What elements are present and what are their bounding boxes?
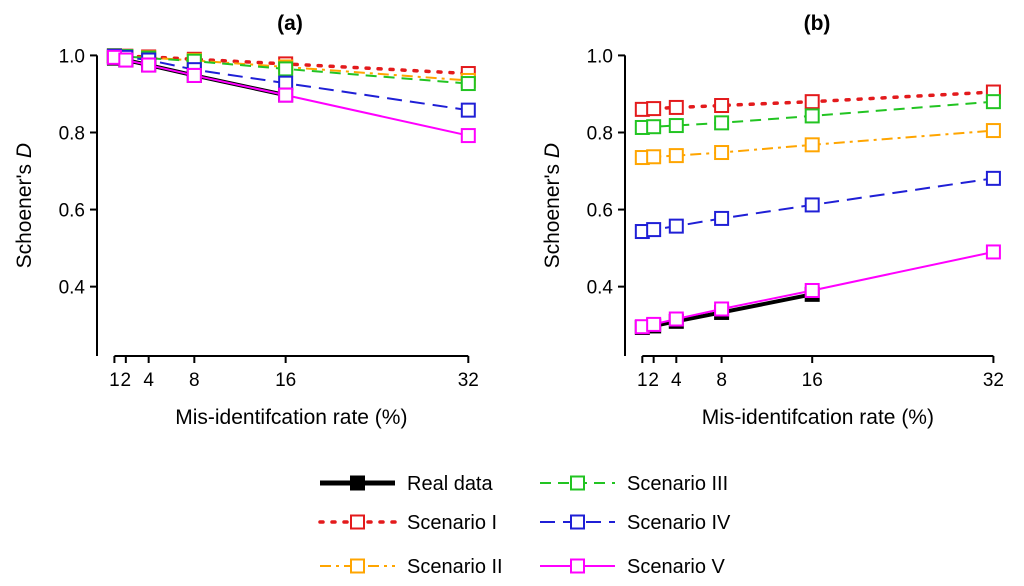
- x-tick-label: 4: [143, 370, 154, 391]
- data-point-scenario-v: [460, 128, 476, 144]
- legend-marker-real-data: [350, 475, 365, 491]
- data-point-scenario-iii: [460, 76, 476, 92]
- y-tick-label: 1.0: [587, 46, 613, 67]
- data-point-scenario-iii: [668, 118, 684, 134]
- x-tick-label: 8: [716, 370, 727, 391]
- data-point-scenario-iv: [646, 222, 662, 238]
- panel-b-chart: (b) 0.4 0.6 0.8 1.0 1 2 4 8 16 32 Mis-identifcation…: [541, 12, 1004, 429]
- x-tick-label: 16: [802, 370, 823, 391]
- data-point-scenario-i: [804, 94, 820, 110]
- legend-marker-scenario-iii: [570, 475, 585, 491]
- data-point-scenario-ii: [804, 137, 820, 153]
- x-tick-label: 2: [648, 370, 659, 391]
- data-point-scenario-iii: [804, 108, 820, 124]
- data-point-scenario-i: [714, 98, 730, 114]
- data-point-scenario-i: [668, 99, 684, 115]
- data-point-scenario-iv: [804, 197, 820, 213]
- data-point-scenario-v: [186, 67, 202, 83]
- legend-marker-scenario-ii: [350, 558, 365, 574]
- x-tick-label: 2: [121, 370, 132, 391]
- data-point-scenario-iii: [646, 119, 662, 135]
- data-point-scenario-iii: [985, 94, 1001, 110]
- data-point-scenario-iii: [278, 61, 294, 77]
- y-tick-label: 1.0: [59, 46, 85, 67]
- data-point-scenario-v: [141, 57, 157, 73]
- data-point-scenario-v: [118, 52, 134, 68]
- x-tick-label: 1: [637, 370, 648, 391]
- x-axis-label: Mis-identifcation rate (%): [702, 406, 934, 429]
- data-point-scenario-v: [668, 311, 684, 327]
- y-axis-label: Schoener's D: [13, 143, 36, 268]
- y-axis-label: Schoener's D: [541, 143, 564, 268]
- panel-a-chart: (a) 0.4 0.6 0.8 1.0 1 2 4 8 16 32 Mis-identifcation…: [13, 12, 479, 429]
- data-point-scenario-ii: [646, 149, 662, 165]
- y-tick-label: 0.6: [587, 201, 613, 222]
- data-point-scenario-iv: [668, 218, 684, 234]
- legend-label-scenario-i: Scenario I: [407, 512, 497, 534]
- y-axis-label-symbol: D: [13, 143, 36, 158]
- legend-marker-scenario-v: [570, 558, 585, 574]
- legend: Real data Scenario III Scenario I Scenario …: [318, 473, 731, 578]
- legend-marker-scenario-iv: [570, 514, 585, 530]
- y-axis-label-text: Schoener's: [13, 158, 36, 268]
- y-tick-label: 0.8: [59, 123, 85, 144]
- data-point-scenario-iii: [714, 115, 730, 131]
- legend-label-scenario-iv: Scenario IV: [627, 512, 731, 534]
- data-point-scenario-i: [646, 101, 662, 117]
- y-tick-label: 0.6: [59, 201, 85, 222]
- x-axis-label: Mis-identifcation rate (%): [175, 406, 407, 429]
- data-point-scenario-ii: [714, 145, 730, 161]
- data-point-scenario-v: [278, 87, 294, 103]
- data-point-scenario-iv: [460, 102, 476, 118]
- data-point-scenario-iv: [714, 210, 730, 226]
- x-tick-label: 32: [458, 370, 479, 391]
- y-axis-label-text: Schoener's: [541, 158, 564, 268]
- y-tick-label: 0.8: [587, 123, 613, 144]
- data-point-scenario-iv: [985, 170, 1001, 186]
- data-point-scenario-v: [804, 282, 820, 298]
- data-point-scenario-v: [714, 301, 730, 317]
- x-tick-label: 1: [109, 370, 120, 391]
- panel-title: (b): [804, 12, 831, 35]
- data-point-scenario-ii: [668, 148, 684, 164]
- legend-marker-scenario-i: [350, 514, 365, 530]
- legend-label-scenario-iii: Scenario III: [627, 473, 728, 495]
- y-tick-label: 0.4: [587, 278, 614, 299]
- x-tick-label: 8: [189, 370, 200, 391]
- y-axis-label-symbol: D: [541, 143, 564, 158]
- legend-label-scenario-v: Scenario V: [627, 556, 725, 578]
- panel-title: (a): [277, 12, 303, 35]
- data-point-scenario-v: [985, 244, 1001, 260]
- legend-label-scenario-ii: Scenario II: [407, 556, 503, 578]
- data-point-scenario-v: [646, 316, 662, 332]
- x-tick-label: 16: [275, 370, 296, 391]
- y-tick-label: 0.4: [59, 278, 86, 299]
- x-tick-label: 32: [983, 370, 1004, 391]
- data-point-scenario-ii: [985, 123, 1001, 139]
- legend-label-real-data: Real data: [407, 473, 493, 495]
- x-tick-label: 4: [671, 370, 682, 391]
